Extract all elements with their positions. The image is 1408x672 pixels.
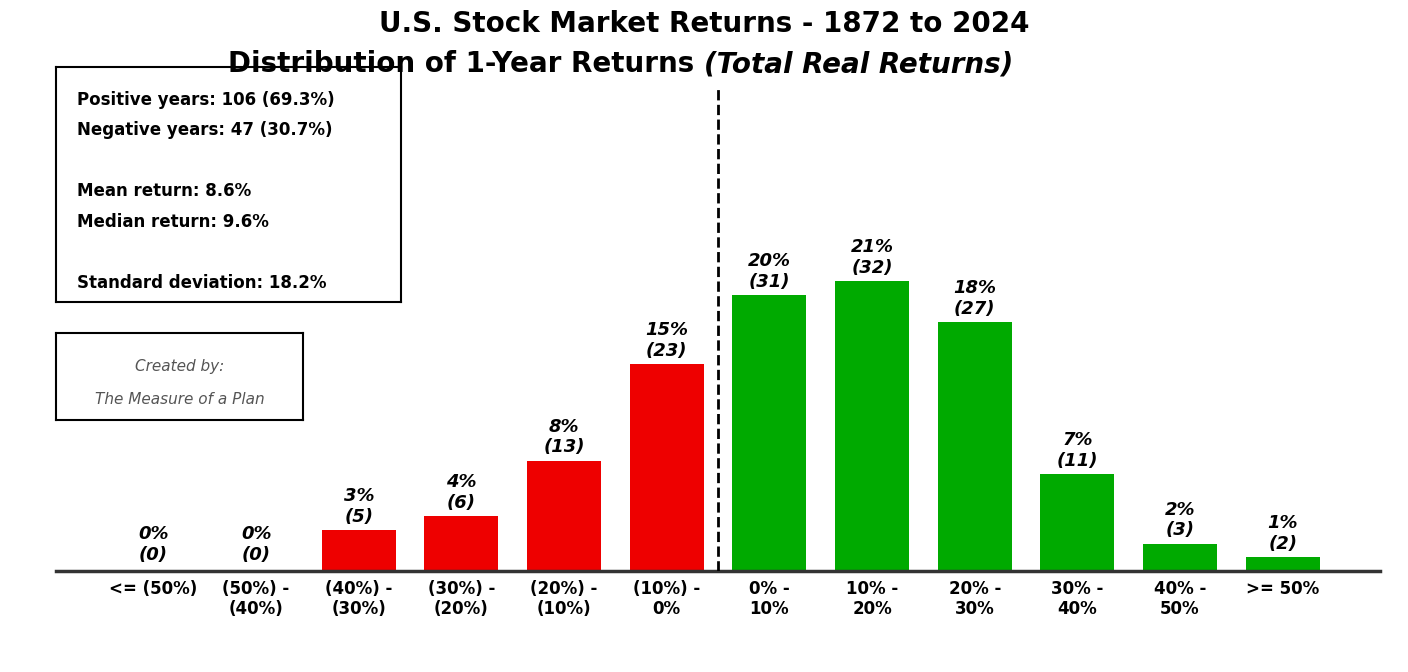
Text: The Measure of a Plan: The Measure of a Plan	[94, 392, 265, 407]
Bar	[1041, 474, 1114, 571]
Bar	[1143, 544, 1217, 571]
Text: (Total Real Returns): (Total Real Returns)	[704, 50, 1014, 79]
Text: Median return: 9.6%: Median return: 9.6%	[77, 213, 269, 231]
Text: 4%
(6): 4% (6)	[446, 473, 477, 512]
Text: 21%
(32): 21% (32)	[850, 238, 894, 277]
Bar	[322, 530, 396, 571]
Text: Distribution of 1-Year Returns: Distribution of 1-Year Returns	[228, 50, 704, 79]
Text: 1%
(2): 1% (2)	[1267, 515, 1298, 553]
Text: 3%
(5): 3% (5)	[344, 487, 375, 526]
Text: U.S. Stock Market Returns - 1872 to 2024: U.S. Stock Market Returns - 1872 to 2024	[379, 10, 1029, 38]
Text: Created by:: Created by:	[135, 359, 224, 374]
Text: 8%
(13): 8% (13)	[543, 418, 584, 456]
Bar	[1246, 557, 1319, 571]
Text: Standard deviation: 18.2%: Standard deviation: 18.2%	[77, 274, 327, 292]
Text: 0%
(0): 0% (0)	[241, 526, 272, 564]
Text: 2%
(3): 2% (3)	[1164, 501, 1195, 540]
Bar	[938, 323, 1012, 571]
Bar	[629, 364, 704, 571]
Bar	[527, 460, 601, 571]
Text: Negative years: 47 (30.7%): Negative years: 47 (30.7%)	[77, 121, 332, 139]
Bar	[732, 295, 807, 571]
Text: 18%
(27): 18% (27)	[953, 280, 997, 319]
Text: 7%
(11): 7% (11)	[1056, 431, 1098, 470]
Text: Mean return: 8.6%: Mean return: 8.6%	[77, 182, 251, 200]
Text: Positive years: 106 (69.3%): Positive years: 106 (69.3%)	[77, 91, 335, 109]
Text: 0%
(0): 0% (0)	[138, 526, 169, 564]
Bar	[835, 281, 910, 571]
Bar	[424, 516, 498, 571]
Text: 20%
(31): 20% (31)	[748, 252, 791, 290]
Text: 15%
(23): 15% (23)	[645, 321, 689, 360]
